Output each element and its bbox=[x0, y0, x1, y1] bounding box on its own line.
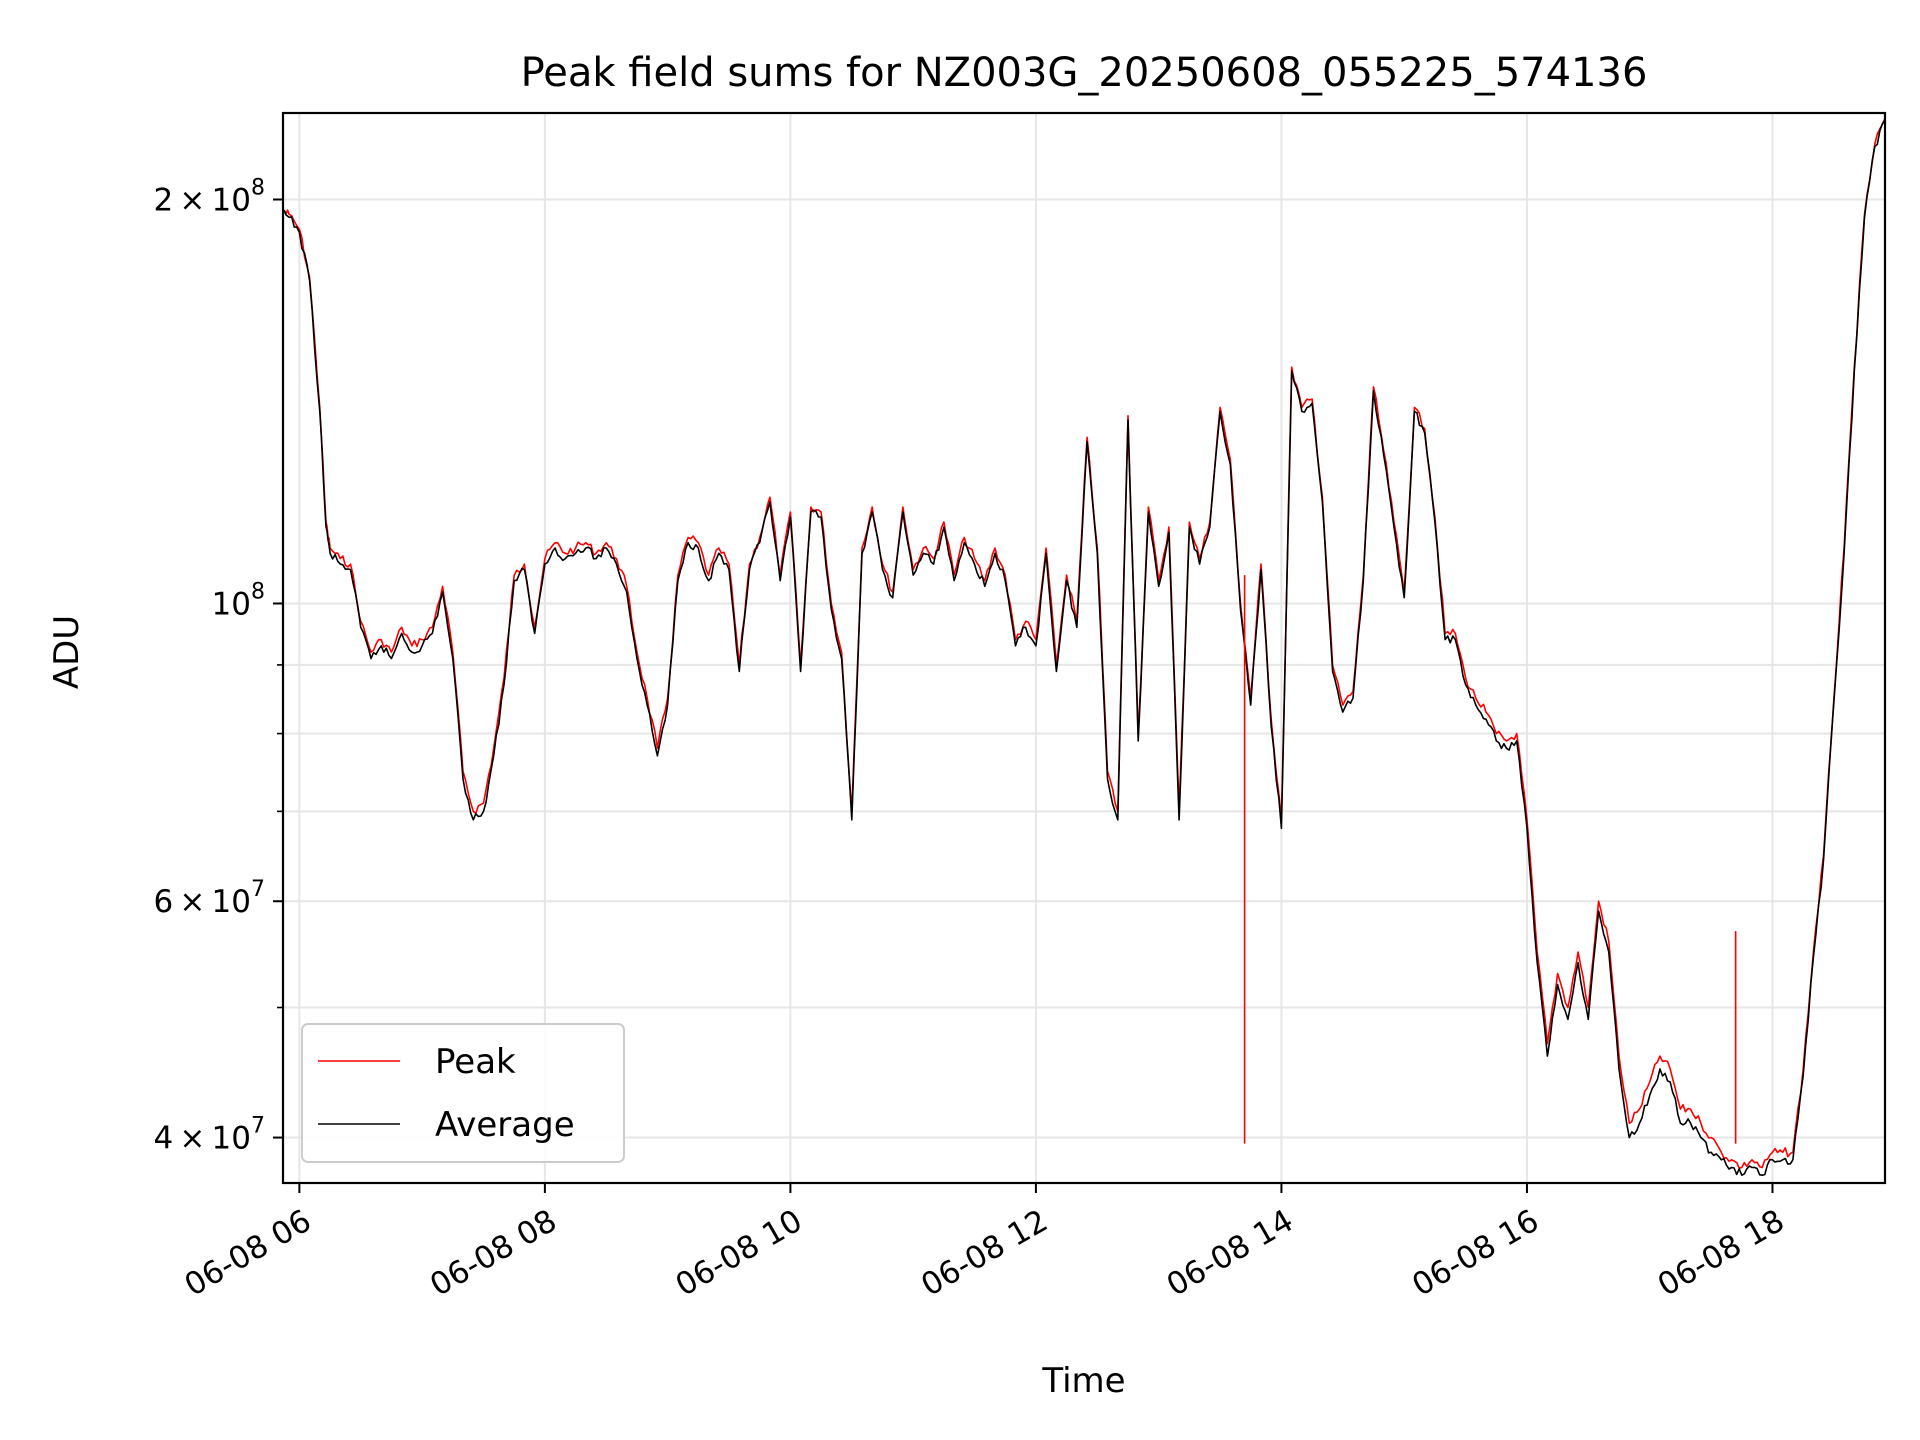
y-tick-label: 6 × 107 bbox=[153, 877, 265, 920]
y-axis-label: ADU bbox=[47, 615, 87, 689]
y-tick-label: 108 bbox=[212, 580, 265, 623]
plot-frame bbox=[281, 111, 1887, 1185]
plot-area bbox=[281, 111, 1887, 1185]
legend: Peak Average bbox=[301, 1023, 625, 1163]
plot-background bbox=[283, 113, 1885, 1183]
y-tick-label: 4 × 107 bbox=[153, 1114, 265, 1157]
legend-box bbox=[301, 1023, 625, 1163]
y-axis: 4 × 107 6 × 107 108 2 × 108 bbox=[153, 176, 283, 1157]
legend-label-peak: Peak bbox=[435, 1042, 516, 1082]
series-layer bbox=[282, 117, 1886, 1176]
x-axis-label: Time bbox=[1041, 1361, 1125, 1401]
series-line-average bbox=[282, 120, 1886, 1176]
chart-title: Peak field sums for NZ003G_20250608_0552… bbox=[521, 50, 1648, 96]
legend-label-average: Average bbox=[435, 1105, 575, 1145]
y-tick-label: 2 × 108 bbox=[153, 176, 265, 219]
